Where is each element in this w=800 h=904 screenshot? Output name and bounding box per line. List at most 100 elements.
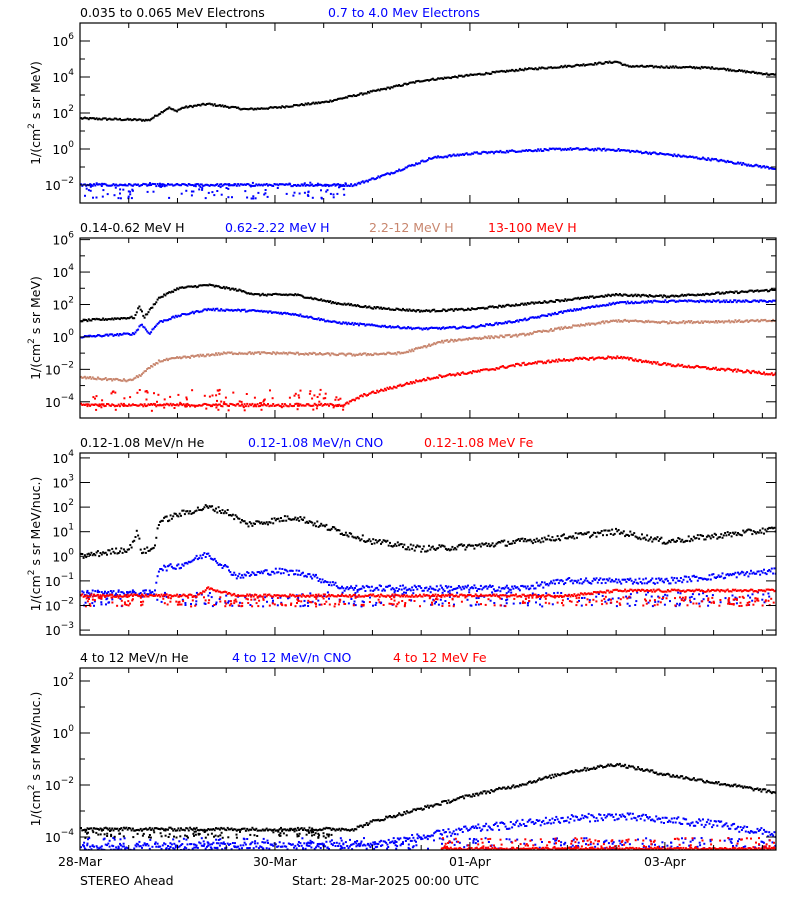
- data-point: [202, 554, 204, 556]
- data-point: [734, 572, 736, 574]
- data-point: [237, 575, 239, 577]
- data-point: [414, 550, 416, 552]
- data-point: [672, 579, 674, 581]
- data-point: [672, 539, 674, 541]
- y-tick-label-base: 10: [52, 70, 68, 85]
- data-point: [403, 544, 405, 546]
- data-point: [361, 588, 363, 590]
- data-point: [343, 194, 345, 196]
- data-point: [557, 579, 559, 581]
- data-point: [401, 543, 403, 545]
- data-point: [297, 352, 299, 354]
- data-point: [81, 593, 83, 595]
- data-point: [438, 588, 440, 590]
- data-point: [162, 520, 164, 522]
- data-point: [205, 408, 207, 410]
- data-point: [122, 552, 124, 554]
- data-point: [383, 390, 385, 392]
- data-point: [137, 535, 139, 537]
- data-point: [646, 534, 648, 536]
- data-point: [546, 315, 548, 317]
- data-point: [131, 547, 133, 549]
- data-point: [113, 590, 115, 592]
- data-point: [564, 582, 566, 584]
- y-tick-label-exponent: 0: [68, 328, 74, 338]
- data-point: [392, 388, 394, 390]
- data-point: [371, 586, 373, 588]
- data-point: [142, 315, 144, 317]
- data-point: [722, 537, 724, 539]
- data-point: [414, 164, 416, 166]
- data-point: [334, 399, 336, 401]
- data-point: [156, 401, 158, 403]
- data-point: [218, 393, 220, 395]
- data-point: [135, 536, 137, 538]
- data-point: [129, 591, 131, 593]
- data-point: [549, 582, 551, 584]
- data-point: [670, 582, 672, 584]
- data-point: [571, 326, 573, 328]
- data-point: [618, 529, 620, 531]
- data-point: [216, 190, 218, 192]
- y-tick-label-base: 10: [52, 297, 68, 312]
- data-point: [205, 556, 207, 558]
- data-point: [631, 357, 633, 359]
- data-point: [697, 580, 699, 582]
- data-point: [536, 362, 538, 364]
- data-point: [84, 195, 86, 197]
- data-point: [272, 397, 274, 399]
- data-point: [486, 337, 488, 339]
- data-point: [235, 288, 237, 290]
- data-point: [467, 599, 469, 601]
- data-point: [506, 602, 508, 604]
- data-point: [542, 150, 544, 152]
- y-tick-label: 10−4: [45, 393, 74, 410]
- data-point: [262, 605, 264, 607]
- data-point: [734, 368, 736, 370]
- data-point: [183, 565, 185, 567]
- data-point: [349, 185, 351, 187]
- data-point: [519, 540, 521, 542]
- data-point: [535, 601, 537, 603]
- data-point: [226, 187, 228, 189]
- data-point: [244, 403, 246, 405]
- data-point: [476, 590, 478, 592]
- data-point: [118, 197, 120, 199]
- data-point: [618, 579, 620, 581]
- data-point: [180, 515, 182, 517]
- data-point: [368, 538, 370, 540]
- y-tick-label: 104: [52, 263, 74, 280]
- data-point: [135, 314, 137, 316]
- data-point: [119, 188, 121, 190]
- data-point: [183, 510, 185, 512]
- series-0-12-1-08-mev-n-he: [80, 504, 778, 559]
- data-point: [666, 595, 668, 597]
- data-point: [277, 571, 279, 573]
- data-point: [723, 534, 725, 536]
- data-point: [609, 578, 611, 580]
- data-point: [175, 568, 177, 570]
- data-point: [348, 536, 350, 538]
- data-point: [409, 383, 411, 385]
- data-point: [225, 397, 227, 399]
- data-point: [767, 593, 769, 595]
- data-point: [558, 582, 560, 584]
- data-point: [218, 506, 220, 508]
- data-point: [532, 542, 534, 544]
- data-point: [490, 544, 492, 546]
- data-point: [191, 389, 193, 391]
- data-point: [473, 584, 475, 586]
- data-point: [633, 532, 635, 534]
- data-point: [457, 77, 459, 79]
- data-point: [184, 513, 186, 515]
- data-point: [99, 403, 101, 405]
- data-point: [580, 578, 582, 580]
- data-point: [412, 545, 414, 547]
- data-point: [728, 320, 730, 322]
- data-point: [172, 515, 174, 517]
- y-tick-label-exponent: 2: [68, 295, 74, 305]
- data-point: [86, 188, 88, 190]
- data-point: [545, 362, 547, 364]
- data-point: [480, 585, 482, 587]
- data-point: [149, 592, 151, 594]
